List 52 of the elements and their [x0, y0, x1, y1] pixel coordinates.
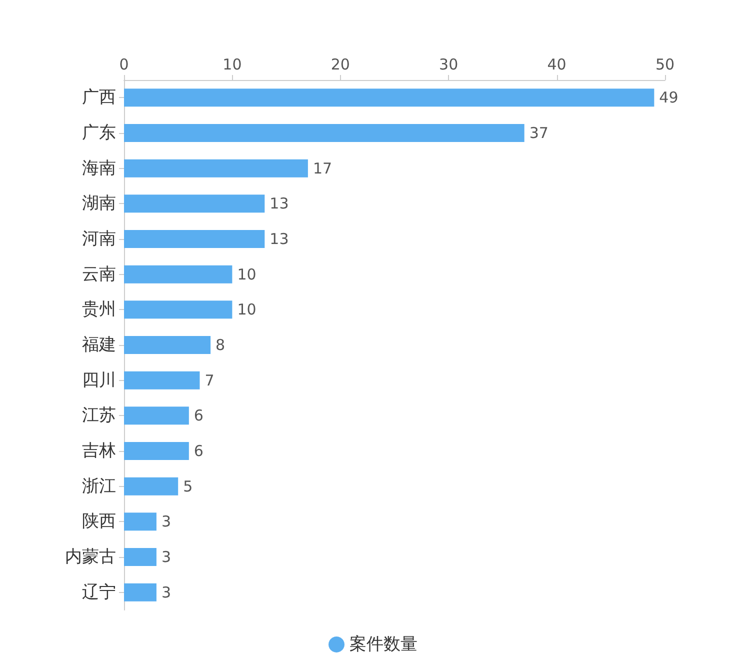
y-tick-label: 吉林: [82, 441, 116, 461]
y-tick-label: 四川: [82, 370, 116, 390]
y-tick-label: 云南: [82, 264, 116, 284]
bar: [124, 548, 156, 566]
y-tick-label: 江苏: [82, 406, 116, 426]
bar: [124, 124, 524, 142]
y-tick-label: 浙江: [82, 476, 116, 496]
data-label: 49: [659, 88, 678, 107]
y-tick-label: 河南: [82, 229, 116, 249]
data-label: 6: [194, 406, 204, 425]
y-tick-label: 广西: [82, 88, 116, 108]
bar: [124, 230, 265, 248]
data-label: 10: [237, 265, 256, 284]
x-tick-label: 50: [655, 56, 675, 74]
bar: [124, 159, 308, 178]
data-label: 3: [161, 548, 172, 566]
data-label: 17: [312, 159, 332, 178]
bar: [124, 406, 189, 425]
y-tick-label: 湖南: [82, 194, 116, 214]
x-tick-label: 30: [439, 56, 458, 74]
bar: [124, 371, 200, 390]
data-label: 13: [270, 230, 289, 248]
y-tick-label: 贵州: [82, 300, 116, 320]
x-tick-label: 10: [222, 56, 242, 74]
y-tick-label: 广东: [82, 123, 116, 143]
bar: [124, 300, 232, 319]
x-tick-label: 40: [547, 56, 566, 74]
y-tick-label: 内蒙古: [65, 547, 116, 567]
y-tick-label: 陕西: [82, 512, 116, 532]
x-tick-label: 20: [330, 56, 350, 74]
data-label: 10: [237, 300, 256, 319]
y-tick-label: 海南: [82, 158, 116, 178]
bar: [124, 265, 232, 284]
data-label: 37: [529, 124, 548, 142]
data-label: 13: [270, 194, 289, 213]
bar: [124, 583, 156, 602]
y-tick-label: 辽宁: [82, 582, 116, 602]
data-label: 6: [194, 442, 204, 460]
x-tick-label: 0: [119, 56, 129, 74]
bar: [124, 477, 178, 496]
data-label: 5: [183, 477, 193, 496]
bar: [124, 442, 189, 460]
y-tick-label: 福建: [82, 335, 116, 355]
bar: [124, 336, 211, 354]
data-label: 3: [161, 512, 172, 531]
data-label: 8: [216, 336, 226, 354]
legend-label: 案件数量: [350, 634, 418, 654]
bar: [124, 88, 654, 107]
bar: [124, 194, 265, 213]
bar: [124, 512, 156, 531]
data-label: 7: [204, 371, 214, 390]
data-label: 3: [161, 583, 172, 602]
